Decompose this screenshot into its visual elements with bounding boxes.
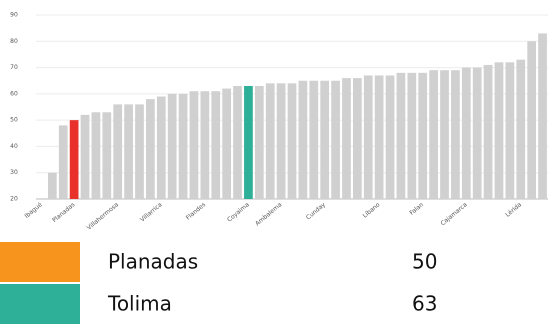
x-tick-label: Líbano — [362, 201, 382, 219]
legend-name: Planadas — [108, 250, 198, 274]
bar — [254, 85, 264, 199]
bar — [418, 72, 428, 199]
bar — [472, 67, 482, 199]
bar — [69, 120, 79, 199]
bar — [222, 88, 231, 199]
bar — [91, 112, 101, 199]
x-tick-label: Villahermosa — [86, 201, 120, 232]
bar — [244, 85, 253, 199]
bar — [146, 99, 155, 199]
bar — [200, 91, 210, 199]
bar — [353, 78, 362, 199]
legend-swatch — [0, 242, 80, 282]
bar — [211, 91, 221, 199]
bar — [102, 112, 112, 199]
bar — [276, 83, 286, 199]
bar — [189, 91, 199, 199]
y-tick-label: 50 — [10, 117, 18, 124]
bar — [440, 70, 449, 199]
bar — [407, 72, 417, 199]
legend-value: 50 — [412, 250, 437, 274]
legend-name: Tolima — [107, 292, 172, 316]
bar — [363, 75, 373, 199]
bar — [309, 80, 319, 199]
bar — [167, 93, 177, 199]
x-tick-label: Lérida — [504, 201, 523, 218]
bar — [58, 125, 68, 199]
bar — [113, 104, 123, 199]
bar — [374, 75, 384, 199]
bar — [331, 80, 340, 199]
legend-swatch — [0, 284, 80, 324]
x-tick-label: Ibagué — [23, 201, 43, 220]
x-tick-label: Coyaima — [226, 201, 251, 223]
x-tick-label: Cajamarca — [439, 201, 468, 227]
bar — [483, 64, 493, 199]
y-tick-label: 70 — [10, 64, 18, 71]
bar — [342, 78, 351, 199]
bar — [385, 75, 395, 199]
bar — [135, 104, 144, 199]
bar — [516, 59, 526, 199]
x-tick-label: Ambalema — [254, 201, 284, 227]
bar — [320, 80, 330, 199]
bar — [505, 62, 515, 199]
bar — [47, 172, 57, 199]
bar — [451, 70, 460, 199]
x-tick-label: Planadas — [51, 201, 76, 224]
bar — [80, 114, 90, 199]
bar — [396, 72, 406, 199]
legend-value: 63 — [412, 292, 437, 316]
bar — [233, 85, 242, 199]
x-tick-label: Flandes — [185, 201, 207, 221]
y-tick-label: 20 — [10, 196, 18, 203]
x-tick-label: Cunday — [305, 201, 327, 221]
y-tick-label: 90 — [10, 12, 18, 19]
bar — [494, 62, 504, 199]
bar — [287, 83, 297, 199]
x-tick-label: Falan — [408, 201, 425, 217]
y-tick-label: 40 — [10, 143, 18, 150]
bar — [298, 80, 308, 199]
bar — [461, 67, 471, 199]
bar — [265, 83, 275, 199]
x-tick-label: Villarrica — [139, 201, 164, 223]
bar — [124, 104, 133, 199]
y-tick-label: 80 — [10, 38, 18, 45]
y-tick-label: 60 — [10, 90, 18, 97]
bar — [538, 33, 547, 200]
bar — [527, 41, 537, 200]
bar — [178, 93, 188, 199]
y-tick-label: 30 — [10, 169, 18, 176]
bar — [429, 70, 438, 199]
bar — [156, 96, 166, 199]
